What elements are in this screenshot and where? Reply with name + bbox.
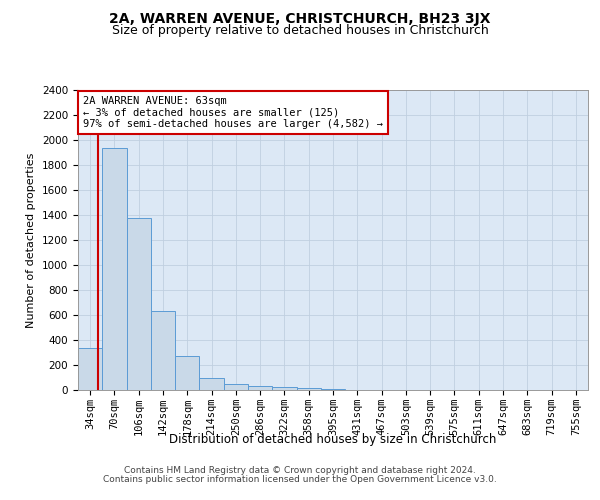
Text: Size of property relative to detached houses in Christchurch: Size of property relative to detached ho… bbox=[112, 24, 488, 37]
Bar bbox=[296, 388, 321, 390]
Bar bbox=[175, 356, 199, 390]
Text: 2A, WARREN AVENUE, CHRISTCHURCH, BH23 3JX: 2A, WARREN AVENUE, CHRISTCHURCH, BH23 3J… bbox=[109, 12, 491, 26]
Bar bbox=[127, 218, 151, 390]
Text: Contains public sector information licensed under the Open Government Licence v3: Contains public sector information licen… bbox=[103, 475, 497, 484]
Y-axis label: Number of detached properties: Number of detached properties bbox=[26, 152, 37, 328]
Bar bbox=[151, 311, 175, 390]
Bar bbox=[199, 378, 224, 390]
Text: 2A WARREN AVENUE: 63sqm
← 3% of detached houses are smaller (125)
97% of semi-de: 2A WARREN AVENUE: 63sqm ← 3% of detached… bbox=[83, 96, 383, 129]
Bar bbox=[224, 384, 248, 390]
Bar bbox=[272, 387, 296, 390]
Text: Distribution of detached houses by size in Christchurch: Distribution of detached houses by size … bbox=[169, 432, 497, 446]
Bar bbox=[78, 348, 102, 390]
Text: Contains HM Land Registry data © Crown copyright and database right 2024.: Contains HM Land Registry data © Crown c… bbox=[124, 466, 476, 475]
Bar bbox=[102, 148, 127, 390]
Bar bbox=[248, 386, 272, 390]
